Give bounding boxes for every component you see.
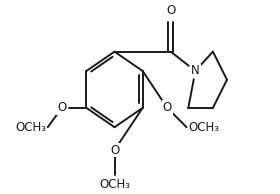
Text: N: N xyxy=(191,64,200,77)
Text: OCH₃: OCH₃ xyxy=(99,178,130,191)
Text: O: O xyxy=(57,101,66,114)
Text: OCH₃: OCH₃ xyxy=(188,121,219,134)
Text: O: O xyxy=(110,144,119,157)
Text: OCH₃: OCH₃ xyxy=(15,121,46,134)
Text: O: O xyxy=(163,101,172,114)
Text: O: O xyxy=(166,4,175,17)
